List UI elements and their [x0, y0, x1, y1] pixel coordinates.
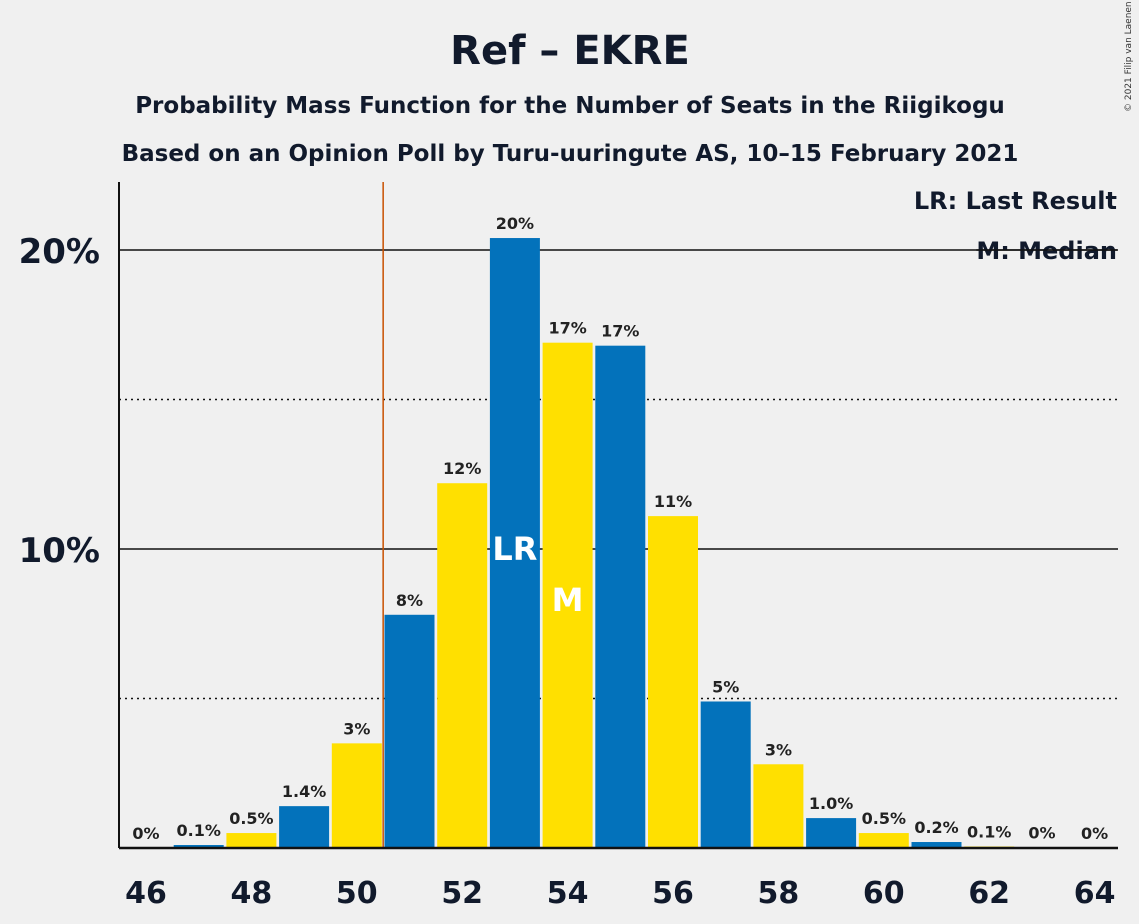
- legend-median: M: Median: [976, 237, 1117, 265]
- bar-seat-51: [384, 614, 435, 848]
- bar-seat-55: [595, 345, 646, 848]
- x-tick-label: 60: [863, 876, 905, 911]
- x-tick-label: 48: [231, 876, 273, 911]
- bar-markers: LR M: [492, 530, 583, 619]
- bar-seat-48: [226, 833, 277, 848]
- bar-series: [173, 238, 1067, 849]
- chart-title: Ref – EKRE: [450, 28, 690, 74]
- data-label-seat-53: 20%: [496, 214, 534, 233]
- bar-seat-49: [279, 806, 330, 848]
- data-label-seat-64: 0%: [1081, 824, 1108, 843]
- data-labels: 0% 0.1% 0.5% 1.4% 3% 8% 12% 20% 17% 17% 11% 5% 3% 1.0…: [132, 214, 1108, 843]
- chart-subtitle-2: Based on an Opinion Poll by Turu-uuringu…: [122, 141, 1019, 167]
- x-tick-label: 56: [652, 876, 694, 911]
- x-tick-label: 64: [1074, 876, 1116, 911]
- data-label-seat-61: 0.2%: [914, 818, 958, 837]
- data-label-seat-49: 1.4%: [282, 782, 326, 801]
- bar-seat-59: [806, 818, 857, 848]
- bar-seat-53: [489, 238, 540, 849]
- x-tick-label: 46: [125, 876, 167, 911]
- data-label-seat-51: 8%: [396, 591, 423, 610]
- bar-seat-61: [911, 842, 962, 848]
- bar-seat-52: [437, 483, 488, 848]
- bar-seat-56: [648, 516, 698, 848]
- data-label-seat-57: 5%: [712, 677, 739, 696]
- data-label-seat-60: 0.5%: [862, 809, 906, 828]
- x-tick-label: 62: [968, 876, 1010, 911]
- x-tick-labels: 46 48 50 52 54 56 58 60 62 64: [125, 876, 1115, 911]
- data-label-seat-52: 12%: [443, 459, 481, 478]
- data-label-seat-54: 17%: [548, 319, 586, 338]
- data-label-seat-46: 0%: [132, 824, 159, 843]
- legend-last-result: LR: Last Result: [914, 187, 1117, 215]
- bar-seat-58: [753, 764, 804, 848]
- data-label-seat-59: 1.0%: [809, 794, 853, 813]
- copyright-note: © 2021 Filip van Laenen: [1124, 1, 1134, 112]
- median-marker: M: [552, 581, 584, 619]
- bar-seat-60: [858, 833, 909, 848]
- bar-seat-54: [542, 342, 593, 848]
- data-label-seat-47: 0.1%: [177, 821, 221, 840]
- bar-seat-50: [331, 743, 382, 848]
- axes: [118, 182, 1118, 850]
- data-label-seat-63: 0%: [1028, 823, 1055, 842]
- data-label-seat-48: 0.5%: [229, 809, 273, 828]
- chart-subtitle-1: Probability Mass Function for the Number…: [135, 93, 1005, 119]
- last-result-marker: LR: [492, 530, 537, 568]
- data-label-seat-58: 3%: [765, 740, 792, 759]
- data-label-seat-62: 0.1%: [967, 823, 1011, 842]
- y-tick-label: 20%: [19, 232, 100, 272]
- bar-seat-57: [700, 701, 751, 848]
- data-label-seat-55: 17%: [601, 322, 639, 341]
- x-tick-label: 52: [441, 876, 483, 911]
- y-tick-labels: 10% 20%: [19, 232, 100, 571]
- y-tick-label: 10%: [19, 531, 100, 571]
- data-label-seat-50: 3%: [343, 719, 370, 738]
- data-label-seat-56: 11%: [654, 492, 692, 511]
- x-tick-label: 50: [336, 876, 378, 911]
- x-tick-label: 58: [758, 876, 800, 911]
- x-tick-label: 54: [547, 876, 589, 911]
- bar-seat-47: [173, 845, 224, 848]
